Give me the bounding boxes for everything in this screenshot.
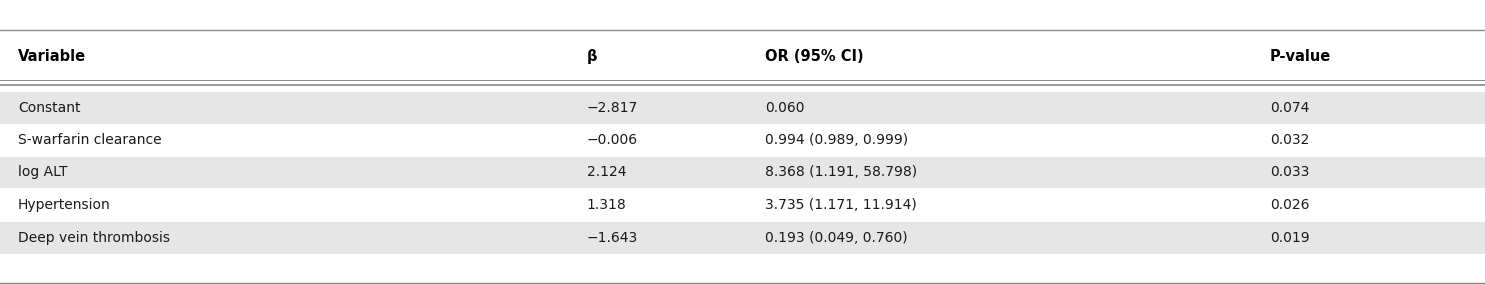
Text: 0.193 (0.049, 0.760): 0.193 (0.049, 0.760) <box>765 231 907 245</box>
Text: Hypertension: Hypertension <box>18 198 110 212</box>
Text: 0.994 (0.989, 0.999): 0.994 (0.989, 0.999) <box>765 133 907 147</box>
Bar <box>0 222 1485 254</box>
Text: −0.006: −0.006 <box>587 133 637 147</box>
Text: Constant: Constant <box>18 101 80 115</box>
Text: 0.033: 0.033 <box>1270 165 1310 179</box>
Text: log ALT: log ALT <box>18 165 67 179</box>
Text: Deep vein thrombosis: Deep vein thrombosis <box>18 231 169 245</box>
Text: 0.032: 0.032 <box>1270 133 1310 147</box>
Text: 0.074: 0.074 <box>1270 101 1310 115</box>
Text: 3.735 (1.171, 11.914): 3.735 (1.171, 11.914) <box>765 198 916 212</box>
Bar <box>0 157 1485 188</box>
Text: OR (95% CI): OR (95% CI) <box>765 49 863 64</box>
Text: 2.124: 2.124 <box>587 165 627 179</box>
Text: 0.060: 0.060 <box>765 101 805 115</box>
Text: 1.318: 1.318 <box>587 198 627 212</box>
Text: 0.019: 0.019 <box>1270 231 1310 245</box>
Text: Variable: Variable <box>18 49 86 64</box>
Text: S-warfarin clearance: S-warfarin clearance <box>18 133 162 147</box>
Text: −2.817: −2.817 <box>587 101 639 115</box>
Text: 8.368 (1.191, 58.798): 8.368 (1.191, 58.798) <box>765 165 916 179</box>
Text: 0.026: 0.026 <box>1270 198 1310 212</box>
Text: −1.643: −1.643 <box>587 231 639 245</box>
Bar <box>0 92 1485 124</box>
Text: β: β <box>587 49 597 64</box>
Text: P-value: P-value <box>1270 49 1331 64</box>
